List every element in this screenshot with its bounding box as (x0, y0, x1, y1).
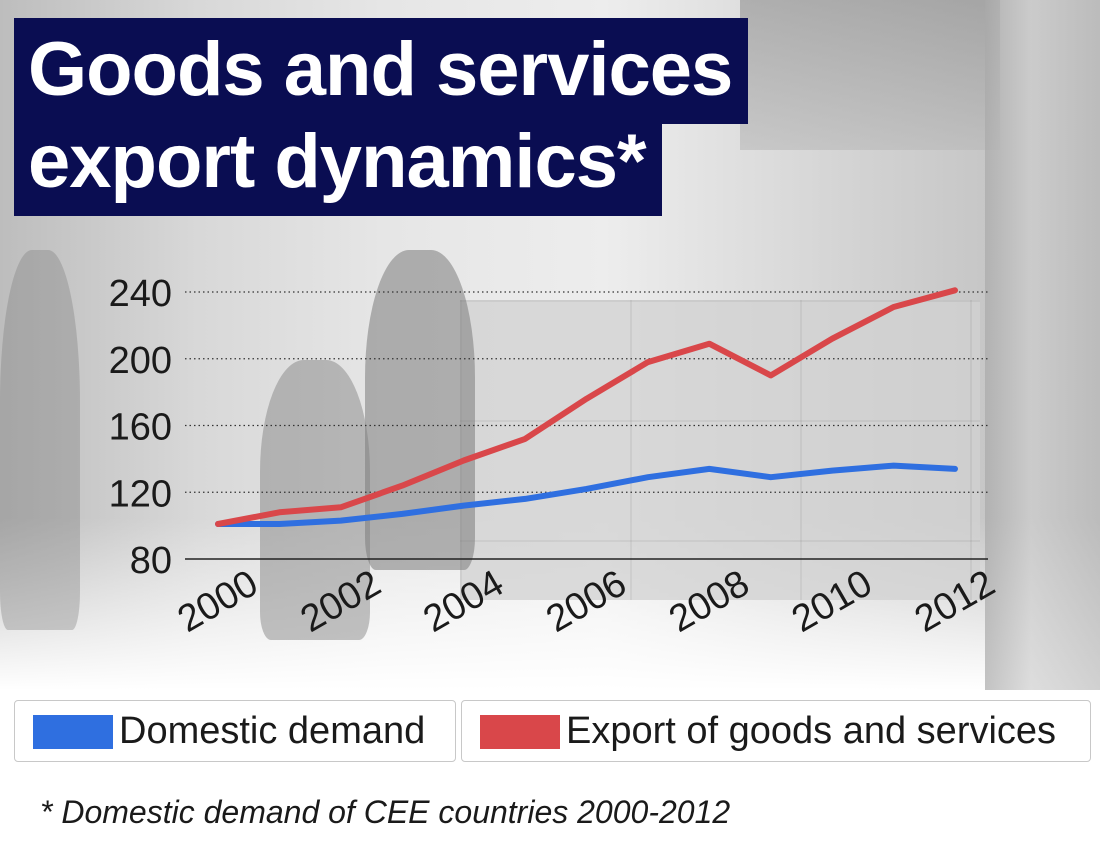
x-tick-label: 2012 (908, 562, 1002, 641)
y-tick-label: 160 (109, 407, 172, 449)
x-tick-label: 2004 (417, 562, 511, 641)
series-lines (215, 287, 958, 527)
x-tick-label: 2008 (662, 562, 756, 641)
legend-item-domestic: Domestic demand (14, 700, 456, 762)
x-tick-label: 2000 (171, 562, 265, 641)
y-axis-ticks: 240 200 160 120 80 (109, 273, 172, 582)
legend-swatch-domestic (33, 715, 113, 749)
title-line-2: export dynamics* (14, 124, 662, 216)
series-line-domestic-demand (215, 462, 958, 527)
title-block: Goods and services export dynamics* (14, 18, 749, 216)
y-tick-label: 200 (109, 340, 172, 382)
y-tick-label: 120 (109, 473, 172, 515)
background-worker-seated (260, 360, 370, 640)
background-truck-door (985, 0, 1100, 690)
legend-swatch-export (480, 715, 560, 749)
series-line-export (215, 287, 958, 527)
x-tick-label: 2010 (785, 562, 879, 641)
x-tick-label: 2006 (539, 562, 633, 641)
legend-label-export: Export of goods and services (566, 710, 1057, 752)
legend-item-export: Export of goods and services (461, 700, 1091, 762)
x-tick-label: 2002 (294, 562, 388, 641)
background-worker-left (0, 250, 80, 630)
y-tick-label: 240 (109, 273, 172, 315)
gridlines (185, 291, 988, 560)
y-tick-label: 80 (130, 540, 172, 582)
footnote: * Domestic demand of CEE countries 2000-… (40, 794, 731, 830)
title-line-1: Goods and services (14, 18, 749, 124)
x-axis-ticks: 2000 2002 2004 2006 2008 2010 2012 (171, 562, 1002, 641)
legend-label-domestic: Domestic demand (119, 710, 426, 752)
background-ceiling-unit (740, 0, 1000, 150)
